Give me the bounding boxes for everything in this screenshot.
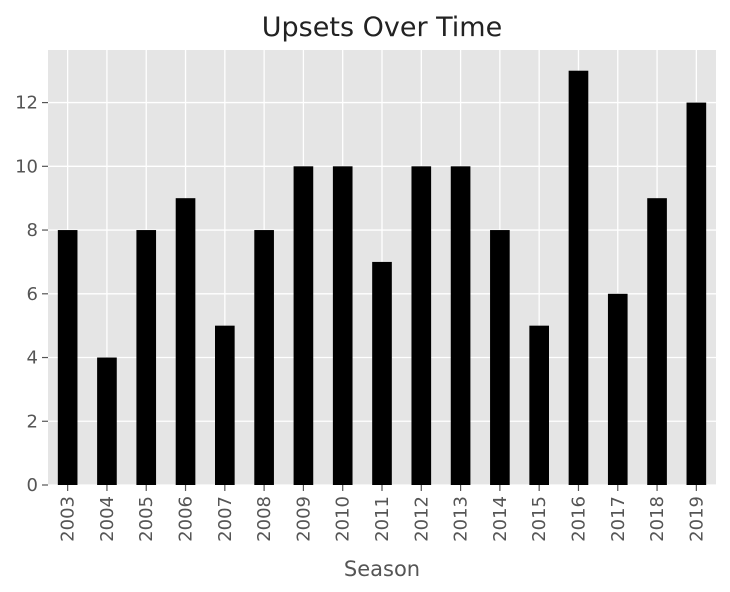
y-tick-label: 8	[27, 220, 38, 241]
bar-2018	[647, 198, 667, 485]
x-tick-label: 2006	[176, 496, 197, 542]
chart-title: Upsets Over Time	[262, 12, 502, 43]
y-tick-label: 6	[27, 284, 38, 305]
bar-2012	[411, 166, 432, 486]
bar-2009	[293, 166, 314, 486]
x-tick-label: 2018	[647, 496, 668, 542]
x-axis-ticks: 2003 2004 2005 2006 2007 2008 2009 2010 2011 2012…	[58, 485, 707, 542]
x-tick-label: 2008	[254, 496, 275, 542]
bar-2017	[607, 293, 628, 485]
bar-2019	[686, 102, 707, 485]
x-tick-label: 2019	[686, 496, 707, 542]
bar-2008	[254, 230, 274, 485]
bar-2011	[372, 261, 392, 485]
x-tick-label: 2004	[97, 496, 118, 542]
x-tick-label: 2017	[608, 496, 629, 542]
x-tick-label: 2003	[58, 496, 79, 542]
bars	[57, 70, 707, 486]
x-tick-label: 2011	[372, 496, 393, 542]
bar-2016	[568, 70, 589, 485]
x-tick-label: 2007	[215, 496, 236, 542]
y-tick-label: 12	[15, 93, 38, 114]
x-axis-label: Season	[344, 557, 420, 581]
x-tick-label: 2010	[333, 496, 354, 542]
x-tick-label: 2012	[411, 496, 432, 542]
y-tick-label: 0	[27, 475, 38, 496]
bar-2010	[332, 166, 353, 486]
bar-2007	[215, 325, 235, 485]
x-tick-label: 2005	[136, 496, 157, 542]
bar-2003	[57, 230, 78, 485]
bar-2005	[136, 230, 157, 485]
bar-2014	[490, 230, 510, 485]
bar-2015	[529, 325, 549, 485]
x-tick-label: 2013	[451, 496, 472, 542]
bar-2006	[175, 198, 196, 485]
x-tick-label: 2015	[529, 496, 550, 542]
x-tick-label: 2009	[293, 496, 314, 542]
y-tick-label: 2	[27, 411, 38, 432]
bar-2013	[450, 166, 471, 486]
y-axis-ticks: 0 2 4 6 8 10 12	[15, 93, 48, 496]
x-tick-label: 2014	[490, 496, 511, 542]
y-tick-label: 4	[27, 348, 38, 369]
bar-2004	[97, 357, 117, 485]
y-tick-label: 10	[15, 156, 38, 177]
x-tick-label: 2016	[568, 496, 589, 542]
